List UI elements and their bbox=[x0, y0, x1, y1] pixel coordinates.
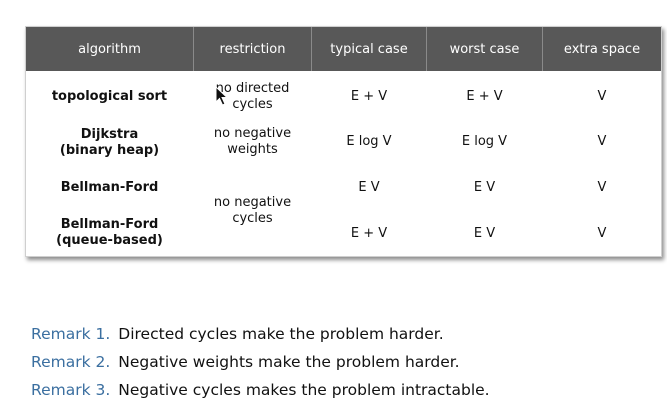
remark-3: Remark 3. Negative cycles makes the probl… bbox=[31, 381, 490, 399]
header-restriction: restriction bbox=[219, 41, 286, 57]
cell-typical-row1: E + V bbox=[350, 89, 388, 104]
cell-typical-row4: E + V bbox=[350, 226, 388, 241]
cell-algorithm-dijkstra: Dijkstra (binary heap) bbox=[59, 127, 160, 158]
cell-algorithm-bellman-ford: Bellman-Ford bbox=[60, 180, 159, 195]
cell-algorithm-bellman-ford-queue: Bellman-Ford (queue-based) bbox=[56, 217, 163, 248]
header-algorithm: algorithm bbox=[78, 41, 141, 57]
cell-restriction-no-negative-weights: no negative weights bbox=[213, 126, 292, 157]
cell-space-row1: V bbox=[597, 89, 607, 104]
remark-label: Remark 3. bbox=[31, 381, 111, 399]
header-divider bbox=[311, 27, 312, 71]
remark-1: Remark 1. Directed cycles make the proble… bbox=[31, 325, 444, 343]
cell-worst-row1: E + V bbox=[466, 89, 503, 104]
mouse-pointer-icon bbox=[215, 86, 229, 106]
header-worst-case: worst case bbox=[449, 41, 520, 57]
remark-label: Remark 2. bbox=[31, 353, 111, 371]
cell-typical-row3: E V bbox=[358, 180, 380, 195]
cell-worst-row3: E V bbox=[473, 180, 496, 195]
header-extra-space: extra space bbox=[563, 41, 641, 57]
cell-worst-row2: E log V bbox=[461, 134, 508, 149]
header-typical-case: typical case bbox=[330, 41, 408, 57]
cell-typical-row2: E log V bbox=[346, 134, 392, 149]
remark-text: Negative weights make the problem harder… bbox=[118, 353, 460, 371]
comparison-table: algorithm restriction typical case worst… bbox=[25, 26, 662, 257]
cell-worst-row4: E V bbox=[473, 226, 496, 241]
cell-algorithm-topological-sort: topological sort bbox=[51, 89, 168, 104]
cell-space-row3: V bbox=[597, 180, 607, 195]
remark-text: Negative cycles makes the problem intrac… bbox=[118, 381, 490, 399]
cell-restriction-no-negative-cycles: no negative cycles bbox=[213, 195, 292, 226]
remark-label: Remark 1. bbox=[31, 325, 111, 343]
header-divider bbox=[426, 27, 427, 71]
table-header: algorithm restriction typical case worst… bbox=[26, 27, 661, 71]
cell-space-row2: V bbox=[597, 134, 607, 149]
cell-restriction-no-directed-cycles: no directed cycles bbox=[215, 81, 290, 112]
cell-space-row4: V bbox=[597, 226, 607, 241]
header-divider bbox=[542, 27, 543, 71]
remark-text: Directed cycles make the problem harder. bbox=[118, 325, 444, 343]
remark-2: Remark 2. Negative weights make the probl… bbox=[31, 353, 460, 371]
header-divider bbox=[193, 27, 194, 71]
